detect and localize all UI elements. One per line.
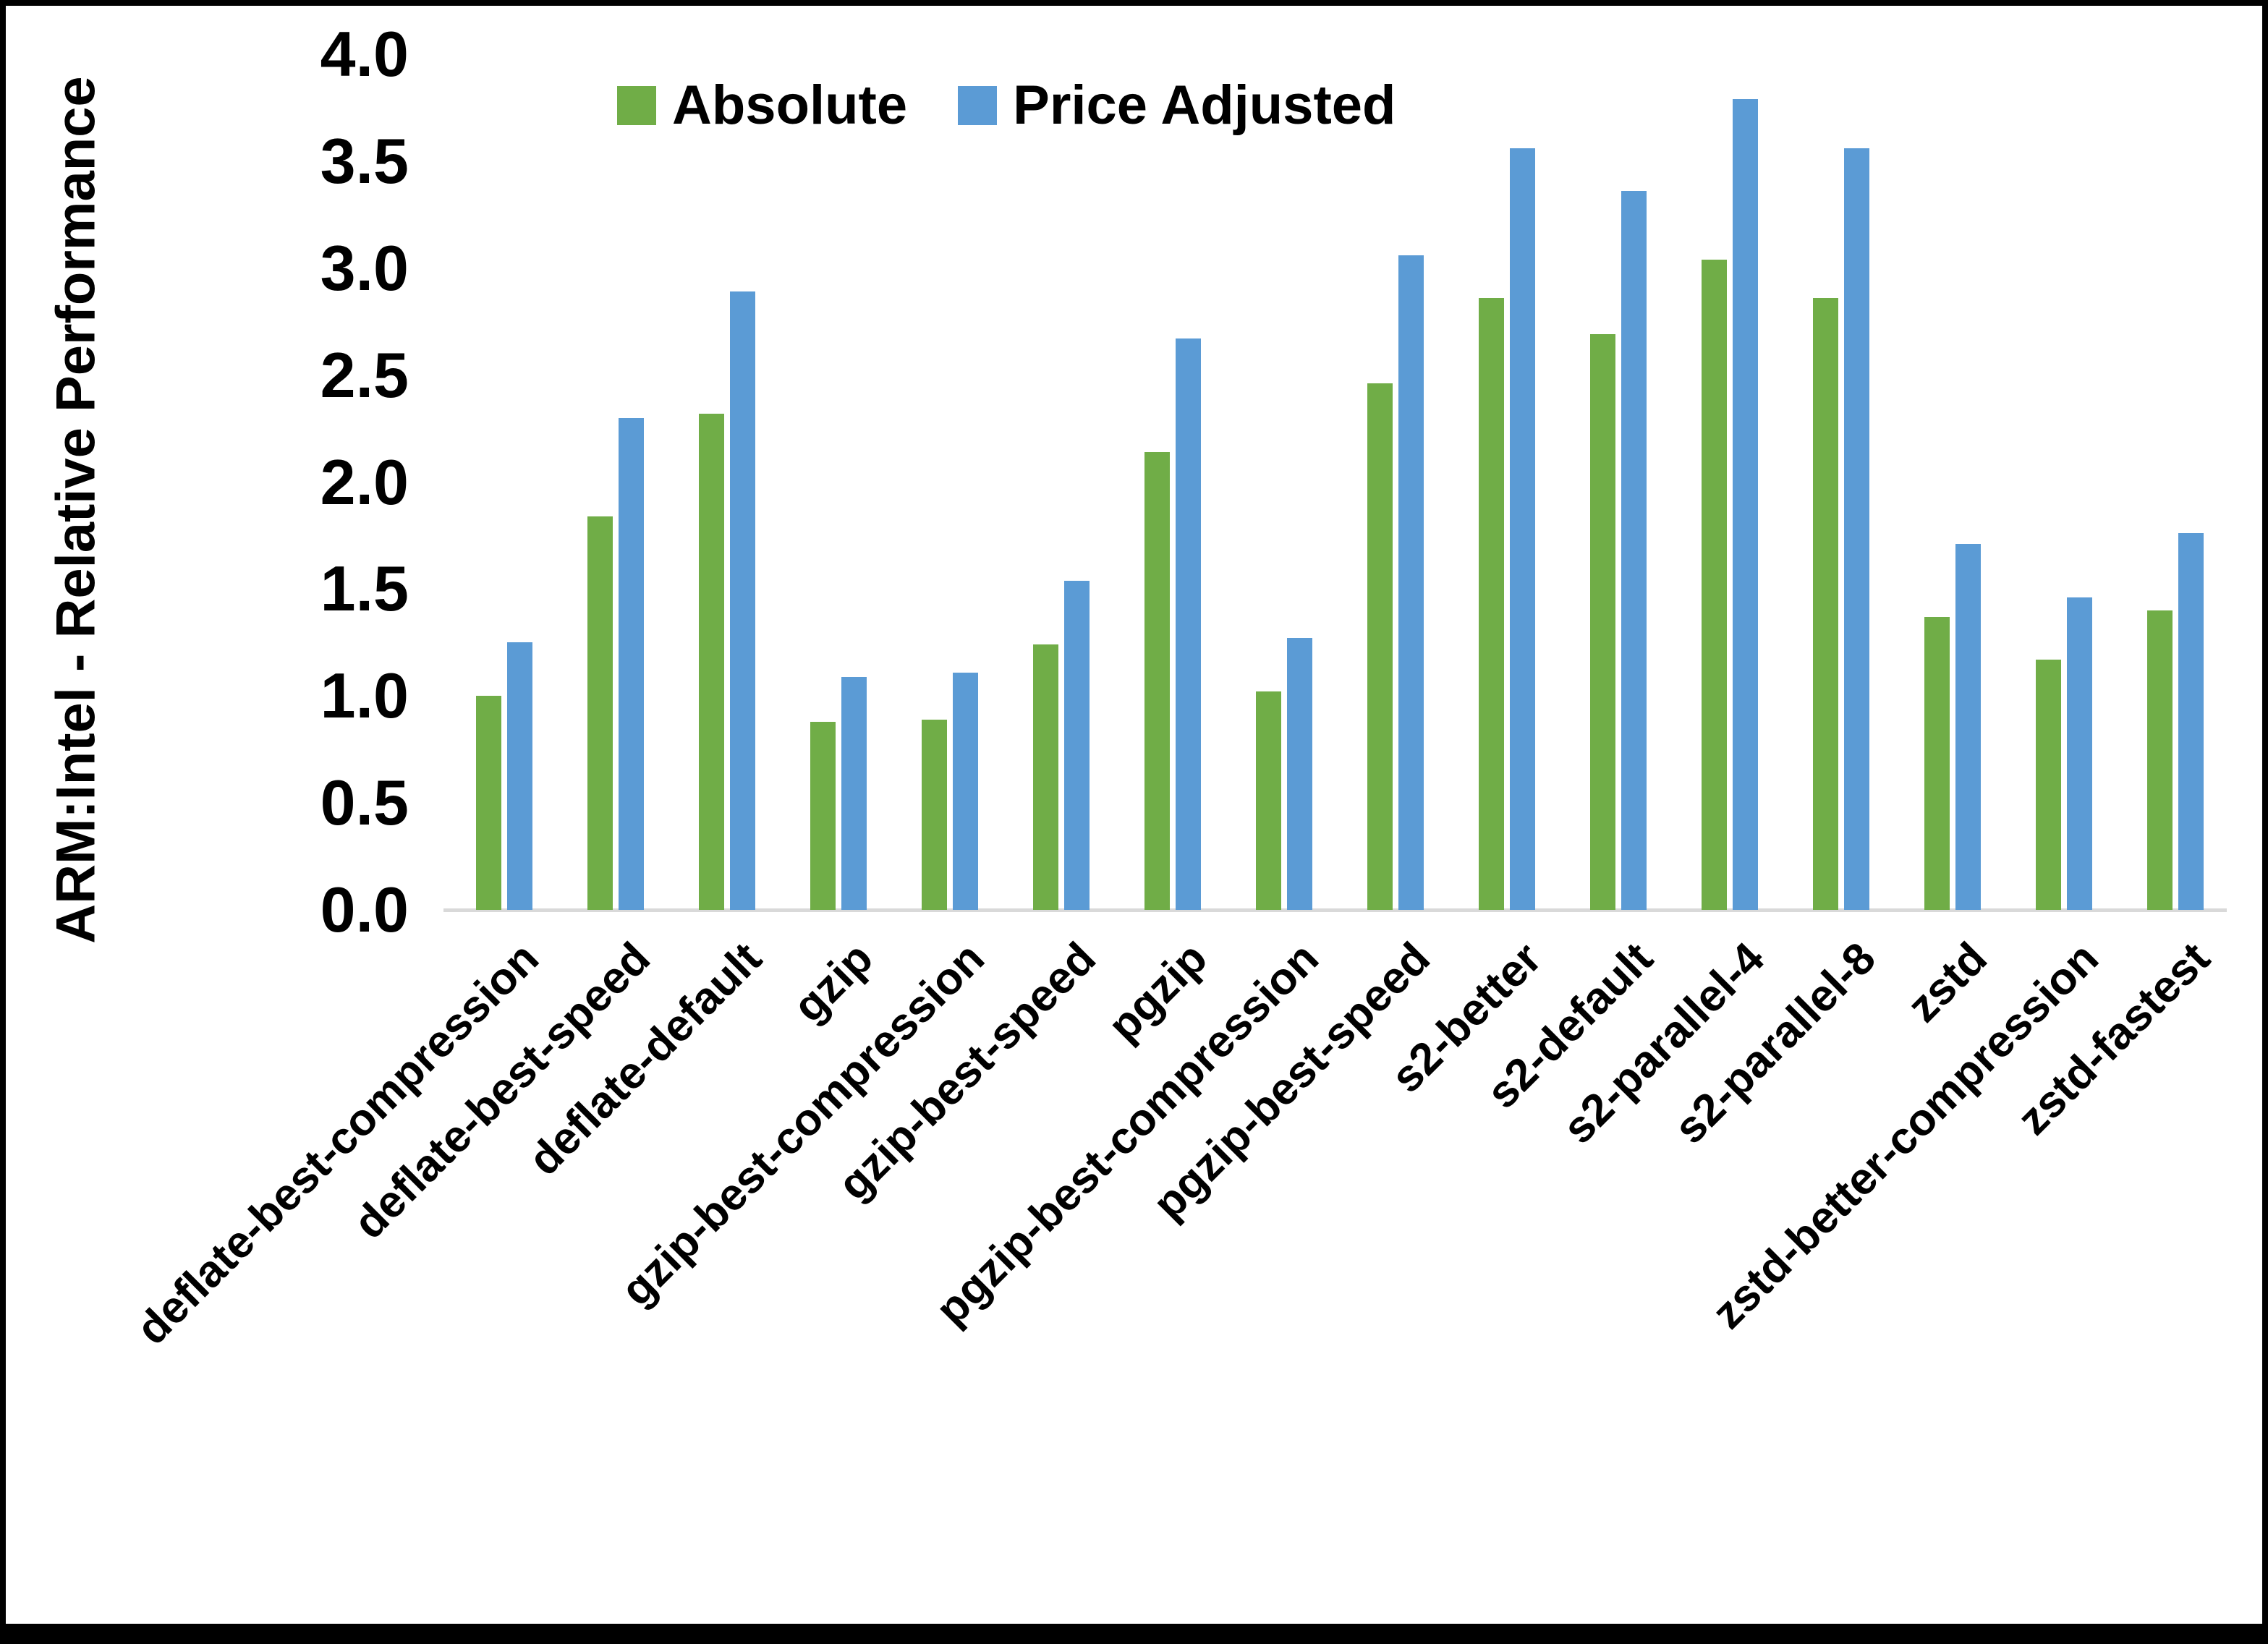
y-tick-4.0: 4.0 (320, 18, 409, 90)
y-tick-0.0: 0.0 (320, 874, 409, 945)
bar-price-adjusted-deflate-best-compression (507, 642, 532, 910)
bar-price-adjusted-gzip (841, 676, 867, 910)
bar-absolute-s2-default (1590, 334, 1615, 910)
bar-price-adjusted-zstd (1955, 544, 1981, 910)
bar-absolute-gzip-best-compression (922, 719, 947, 910)
bar-price-adjusted-zstd-fastest (2178, 533, 2204, 910)
bar-price-adjusted-pgzip (1176, 338, 1201, 910)
bar-absolute-deflate-best-speed (587, 516, 613, 910)
legend-label: Price Adjusted (1013, 74, 1396, 136)
bar-absolute-gzip (810, 721, 836, 910)
bar-price-adjusted-s2-default (1621, 191, 1647, 910)
y-axis-title-text: ARM:Intel - Relative Performance (45, 76, 107, 944)
y-tick-3.0: 3.0 (320, 231, 409, 304)
x-axis-line (443, 908, 2227, 912)
bar-absolute-s2-parallel-8 (1813, 298, 1838, 910)
bar-price-adjusted-s2-parallel-8 (1844, 148, 1869, 910)
bar-absolute-zstd (1924, 616, 1950, 910)
legend: Absolute Price Adjusted (617, 78, 1396, 133)
y-tick-1.5: 1.5 (320, 553, 409, 625)
bar-price-adjusted-pgzip-best-compression (1287, 638, 1312, 910)
bar-absolute-deflate-best-compression (476, 696, 501, 910)
bar-price-adjusted-gzip-best-compression (953, 672, 978, 910)
bar-price-adjusted-s2-parallel-4 (1733, 99, 1758, 910)
bar-price-adjusted-zstd-better-compression (2067, 597, 2092, 910)
bar-absolute-pgzip (1144, 452, 1170, 910)
bar-price-adjusted-s2-better (1510, 148, 1535, 910)
y-tick-2.0: 2.0 (320, 446, 409, 518)
legend-swatch-icon (617, 86, 656, 125)
y-tick-3.5: 3.5 (320, 124, 409, 197)
y-tick-0.5: 0.5 (320, 767, 409, 839)
bar-price-adjusted-deflate-default (730, 291, 755, 910)
bar-price-adjusted-gzip-best-speed (1064, 580, 1090, 910)
legend-label: Absolute (672, 74, 908, 136)
y-tick-2.5: 2.5 (320, 338, 409, 411)
bar-absolute-zstd-fastest (2147, 610, 2173, 910)
bar-absolute-pgzip-best-compression (1256, 691, 1281, 910)
bar-price-adjusted-pgzip-best-speed (1398, 255, 1424, 910)
bar-absolute-gzip-best-speed (1033, 644, 1058, 910)
bar-absolute-s2-parallel-4 (1702, 259, 1727, 910)
legend-item-absolute: Absolute (617, 78, 907, 133)
bar-absolute-s2-better (1479, 298, 1504, 910)
legend-item-price-adjusted: Price Adjusted (958, 78, 1396, 133)
bar-absolute-pgzip-best-speed (1367, 383, 1393, 910)
bar-price-adjusted-deflate-best-speed (619, 417, 644, 910)
y-tick-1.0: 1.0 (320, 660, 409, 732)
bar-absolute-deflate-default (699, 413, 724, 910)
legend-swatch-icon (958, 86, 998, 125)
bar-absolute-zstd-better-compression (2036, 659, 2061, 910)
